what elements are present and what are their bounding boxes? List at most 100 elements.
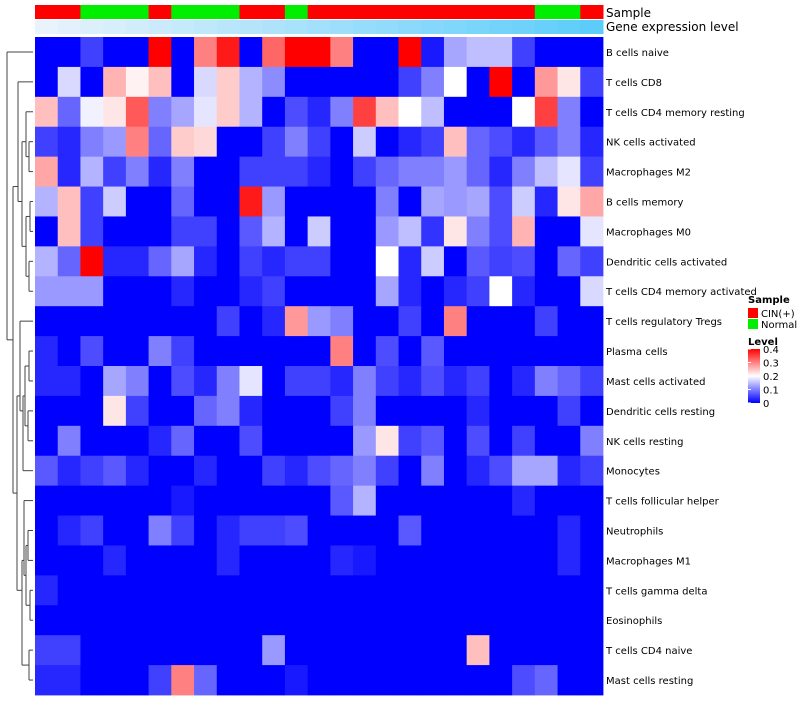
- heatmap-cell: [466, 366, 490, 397]
- heatmap-cell: [443, 665, 468, 696]
- heatmap-cell: [239, 455, 263, 487]
- legend-tick-label: 0: [763, 399, 769, 410]
- sample-annotation-cell: [375, 5, 400, 19]
- heatmap-cell: [557, 186, 581, 217]
- heatmap-cell: [125, 156, 149, 187]
- heatmap-cell: [103, 515, 127, 546]
- heatmap-cell: [284, 186, 309, 217]
- heatmap-cell: [398, 96, 422, 128]
- heatmap-cell: [353, 96, 377, 128]
- heatmap-cell: [35, 455, 59, 487]
- heatmap-cell: [443, 186, 468, 217]
- heatmap-cell: [375, 665, 399, 696]
- expression-annotation-cell: [330, 20, 354, 34]
- heatmap-cell: [239, 545, 263, 576]
- heatmap-cell: [148, 276, 172, 307]
- heatmap-cell: [557, 575, 581, 606]
- heatmap-cell: [512, 96, 536, 128]
- heatmap-cell: [284, 425, 309, 457]
- heatmap-cell: [262, 96, 286, 128]
- legend-entry: Normal: [761, 320, 797, 331]
- heatmap-cell: [375, 455, 399, 487]
- heatmap-cell: [489, 635, 513, 666]
- heatmap-cell: [421, 545, 445, 576]
- expression-annotation-cell: [262, 20, 286, 34]
- heatmap-cell: [512, 545, 536, 576]
- heatmap-cell: [580, 665, 604, 696]
- heatmap-cell: [80, 126, 104, 158]
- heatmap-cell: [421, 515, 445, 546]
- heatmap-cell: [489, 246, 513, 277]
- legend-tick-label: 0.3: [763, 359, 779, 370]
- row-label: Mast cells activated: [606, 377, 705, 388]
- heatmap-cell: [466, 246, 490, 277]
- heatmap-cell: [57, 425, 81, 457]
- heatmap-cell: [534, 485, 558, 516]
- expression-annotation-cell: [421, 20, 445, 34]
- heatmap-cell: [534, 37, 558, 68]
- heatmap-cell: [353, 545, 377, 576]
- heatmap-cell: [307, 156, 331, 187]
- heatmap-cell: [307, 246, 331, 277]
- heatmap-cell: [534, 635, 558, 666]
- heatmap-cell: [103, 306, 127, 337]
- heatmap-cell: [557, 276, 581, 307]
- heatmap-cell: [512, 156, 536, 187]
- heatmap-cell: [466, 425, 490, 457]
- heatmap-cell: [330, 665, 354, 696]
- heatmap-cell: [284, 575, 309, 606]
- heatmap-cell: [262, 455, 286, 487]
- heatmap-cell: [353, 515, 377, 546]
- heatmap-cell: [534, 665, 558, 696]
- heatmap-cell: [103, 126, 127, 158]
- heatmap-cell: [307, 126, 331, 158]
- heatmap-cell: [421, 246, 445, 277]
- heatmap-cell: [216, 605, 240, 636]
- heatmap-cell: [35, 665, 59, 696]
- heatmap-cell: [330, 485, 354, 516]
- heatmap-cell: [353, 605, 377, 636]
- heatmap-cell: [330, 276, 354, 307]
- expression-annotation-cell: [489, 20, 513, 34]
- heatmap-cell: [57, 515, 81, 546]
- heatmap-cell: [35, 575, 59, 606]
- heatmap-cell: [534, 66, 558, 98]
- heatmap-cell: [125, 665, 149, 696]
- heatmap-cell: [262, 575, 286, 606]
- heatmap-cell: [307, 635, 331, 666]
- sample-annotation-cell: [216, 5, 240, 19]
- sample-annotation-cell: [80, 5, 104, 19]
- row-label: Plasma cells: [606, 347, 668, 358]
- heatmap-cell: [103, 246, 127, 277]
- heatmap-cell: [148, 366, 172, 397]
- heatmap-cell: [125, 126, 149, 158]
- heatmap-cell: [421, 336, 445, 367]
- heatmap-cell: [239, 276, 263, 307]
- heatmap-cell: [284, 366, 309, 397]
- heatmap-cell: [148, 126, 172, 158]
- heatmap-cell: [421, 395, 445, 427]
- heatmap-cell: [262, 126, 286, 158]
- heatmap-cell: [57, 366, 81, 397]
- heatmap-cell: [534, 96, 558, 128]
- heatmap-cell: [330, 605, 354, 636]
- heatmap-cell: [262, 186, 286, 217]
- heatmap-cell: [353, 395, 377, 427]
- heatmap-cell: [171, 635, 195, 666]
- heatmap-cell: [443, 216, 468, 247]
- heatmap-cell: [216, 246, 240, 277]
- heatmap-cell: [80, 425, 104, 457]
- heatmap-cell: [148, 246, 172, 277]
- row-label: Macrophages M1: [606, 556, 691, 567]
- heatmap-cell: [35, 66, 59, 98]
- heatmap-cell: [148, 395, 172, 427]
- heatmap-cell: [489, 395, 513, 427]
- heatmap-cell: [398, 186, 422, 217]
- heatmap-cell: [262, 66, 286, 98]
- heatmap-cell: [330, 66, 354, 98]
- heatmap-cell: [194, 306, 218, 337]
- heatmap-cell: [580, 515, 604, 546]
- heatmap-cell: [307, 66, 331, 98]
- heatmap-cell: [330, 156, 354, 187]
- heatmap-cell: [466, 575, 490, 606]
